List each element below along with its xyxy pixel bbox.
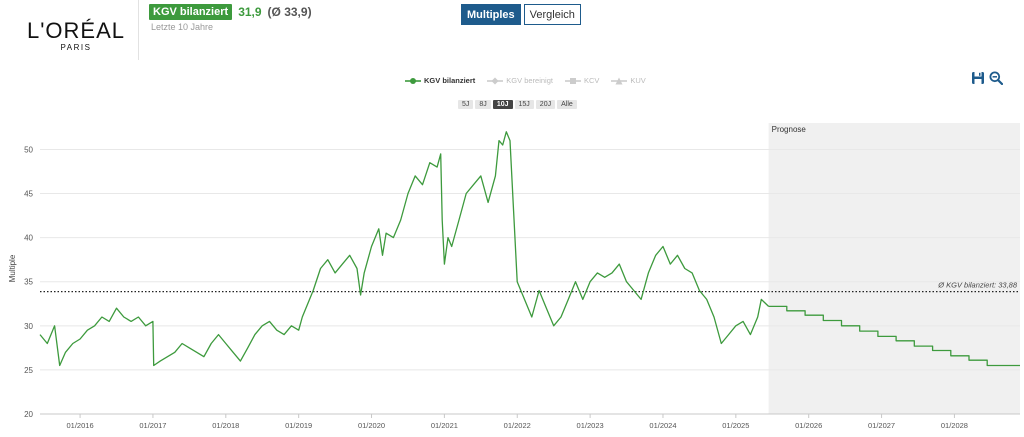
y-tick-label: 20: [24, 410, 33, 419]
range-5j-button[interactable]: 5J: [458, 100, 474, 109]
forecast-band: [768, 123, 1020, 414]
x-tick-label: 01/2028: [941, 421, 968, 430]
pe-ratio-chart: Prognose 20 25 30 35 40 45 50 01/2016 01/2017 01/2…: [8, 123, 1020, 430]
view-tabs: Multiples Vergleich: [461, 4, 581, 25]
series-line-kgv-bilanziert: [39, 131, 770, 367]
tab-multiples[interactable]: Multiples: [461, 4, 521, 25]
legend-item-kuv[interactable]: KUV: [611, 76, 646, 85]
legend-label: KCV: [583, 76, 600, 85]
range-20j-button[interactable]: 20J: [535, 100, 556, 109]
legend-label: KUV: [630, 76, 646, 85]
forecast-label: Prognose: [772, 125, 807, 134]
x-tick-label: 01/2019: [285, 421, 312, 430]
legend-item-kgv-bereinigt[interactable]: KGV bereinigt: [487, 76, 553, 85]
x-tick-label: 01/2017: [139, 421, 166, 430]
triangle-marker-icon: [611, 77, 628, 84]
x-tick-label: 01/2018: [212, 421, 239, 430]
range-15j-button[interactable]: 15J: [514, 100, 534, 109]
range-8j-button[interactable]: 8J: [475, 100, 491, 109]
x-tick-label: 01/2016: [67, 421, 94, 430]
legend-label: KGV bilanziert: [424, 76, 476, 85]
x-tick-label: 01/2021: [431, 421, 458, 430]
logo-sub-text: PARIS: [60, 43, 92, 52]
y-tick-label: 40: [24, 234, 33, 243]
y-axis-label: Multiple: [8, 254, 17, 282]
x-tick-label: 01/2024: [649, 421, 676, 430]
x-tick-label: 01/2026: [795, 421, 822, 430]
kpi-label-badge: KGV bilanziert: [149, 4, 233, 20]
y-tick-label: 45: [24, 190, 33, 199]
range-10j-button[interactable]: 10J: [492, 100, 513, 109]
legend-label: KGV bereinigt: [506, 76, 553, 85]
x-tick-label: 01/2023: [577, 421, 604, 430]
x-tick-label: 01/2020: [358, 421, 385, 430]
header-divider: [138, 0, 139, 60]
save-icon[interactable]: [971, 71, 985, 85]
legend-item-kgv-bilanziert[interactable]: KGV bilanziert: [405, 76, 475, 85]
diamond-marker-icon: [487, 77, 504, 84]
kpi-value: 31,9: [238, 5, 262, 19]
x-tick-label: 01/2027: [868, 421, 895, 430]
company-logo: L'ORÉAL PARIS: [22, 18, 130, 53]
x-tick-label: 01/2022: [504, 421, 531, 430]
series-line-prognose: [768, 305, 1020, 367]
kpi-subtitle: Letzte 10 Jahre: [151, 22, 214, 32]
kpi-summary: KGV bilanziert 31,9 (Ø 33,9): [149, 4, 312, 20]
y-tick-label: 35: [24, 278, 33, 287]
x-tick-label: 01/2025: [722, 421, 749, 430]
tab-vergleich[interactable]: Vergleich: [523, 4, 581, 25]
chart-legend: KGV bilanziert KGV bereinigt KCV KUV: [405, 76, 646, 85]
range-selector: 5J 8J 10J 15J 20J Alle: [458, 100, 577, 109]
legend-item-kcv[interactable]: KCV: [564, 76, 600, 85]
zoom-out-icon[interactable]: [989, 71, 1003, 85]
range-alle-button[interactable]: Alle: [557, 100, 577, 109]
logo-main-text: L'ORÉAL: [26, 18, 126, 43]
y-tick-label: 25: [24, 366, 33, 375]
y-tick-label: 50: [24, 145, 33, 154]
square-marker-icon: [564, 77, 581, 84]
kpi-average: (Ø 33,9): [267, 5, 312, 19]
circle-marker-icon: [405, 77, 421, 84]
average-label: Ø KGV bilanziert: 33,88: [937, 281, 1018, 290]
y-tick-label: 30: [24, 322, 33, 331]
